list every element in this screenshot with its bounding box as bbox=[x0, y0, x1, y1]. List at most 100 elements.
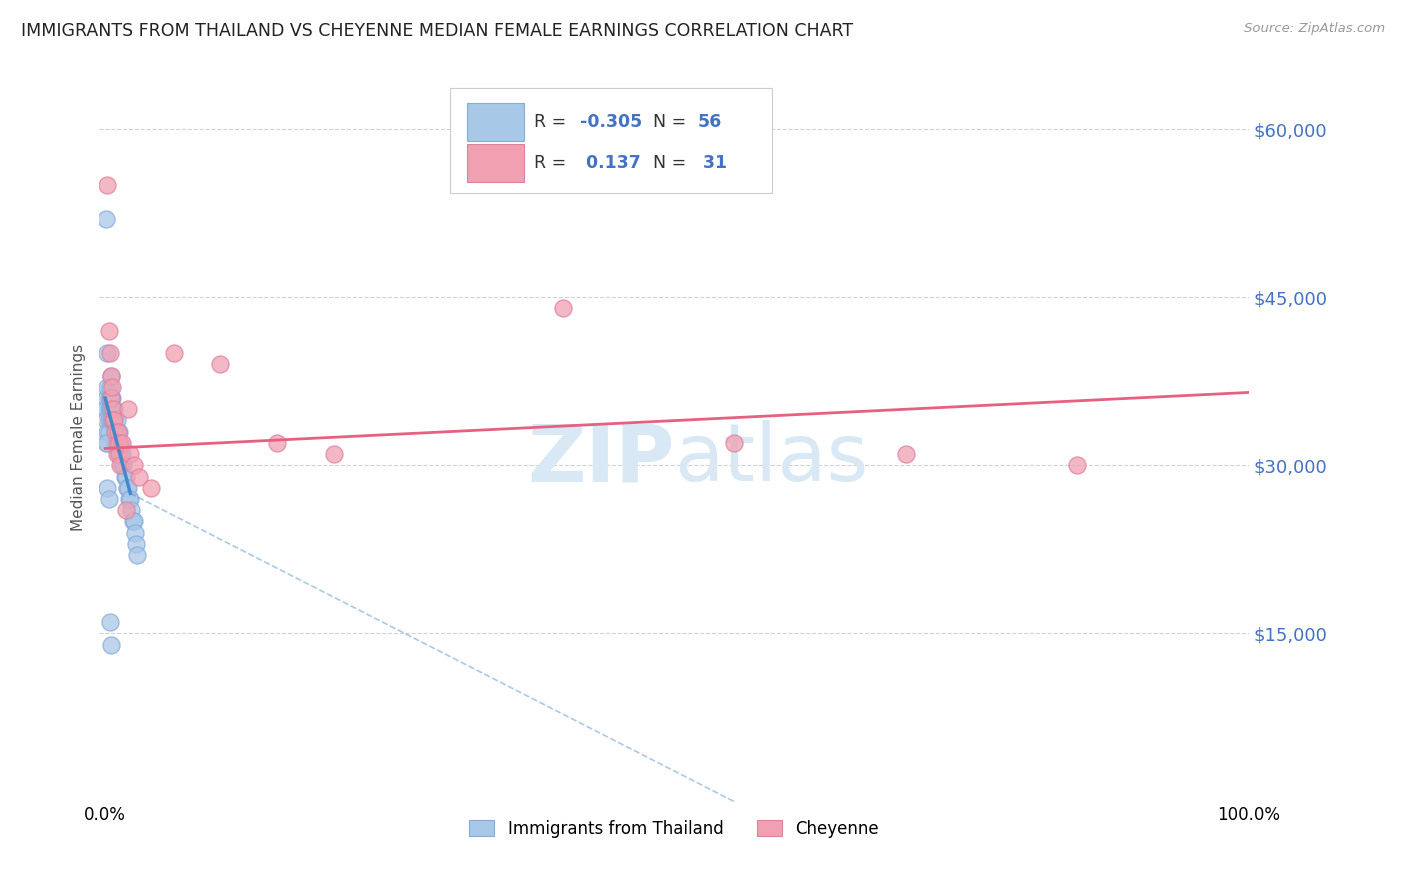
Point bbox=[96, 380, 118, 394]
Point bbox=[120, 503, 142, 517]
Legend: Immigrants from Thailand, Cheyenne: Immigrants from Thailand, Cheyenne bbox=[463, 813, 886, 844]
Point bbox=[97, 324, 120, 338]
Point bbox=[128, 469, 150, 483]
Point bbox=[98, 346, 121, 360]
Point bbox=[98, 391, 121, 405]
Point bbox=[100, 638, 122, 652]
Point bbox=[97, 391, 120, 405]
Point bbox=[111, 436, 134, 450]
Point bbox=[111, 447, 134, 461]
Point bbox=[96, 425, 118, 439]
Point bbox=[108, 436, 131, 450]
Point bbox=[101, 402, 124, 417]
Point bbox=[108, 436, 131, 450]
FancyBboxPatch shape bbox=[467, 144, 523, 182]
Point bbox=[104, 425, 127, 439]
Point bbox=[101, 413, 124, 427]
Point bbox=[1066, 458, 1088, 473]
Point bbox=[100, 368, 122, 383]
Point bbox=[117, 481, 139, 495]
Text: atlas: atlas bbox=[673, 420, 869, 498]
Point bbox=[122, 458, 145, 473]
Text: 56: 56 bbox=[697, 112, 721, 131]
FancyBboxPatch shape bbox=[467, 103, 523, 141]
Point bbox=[120, 447, 142, 461]
Point bbox=[96, 436, 118, 450]
Point bbox=[101, 380, 124, 394]
Y-axis label: Median Female Earnings: Median Female Earnings bbox=[72, 343, 86, 531]
Point bbox=[124, 525, 146, 540]
Point bbox=[96, 391, 118, 405]
Text: 31: 31 bbox=[697, 153, 727, 171]
Point bbox=[139, 481, 162, 495]
Text: 0.137: 0.137 bbox=[579, 153, 641, 171]
Point bbox=[105, 436, 128, 450]
Point bbox=[97, 402, 120, 417]
Point bbox=[97, 413, 120, 427]
Point bbox=[98, 380, 121, 394]
Point bbox=[117, 402, 139, 417]
Point bbox=[100, 368, 122, 383]
Point bbox=[101, 413, 124, 427]
Point bbox=[108, 458, 131, 473]
Point bbox=[97, 491, 120, 506]
Point bbox=[120, 491, 142, 506]
Point bbox=[111, 458, 134, 473]
Point bbox=[114, 469, 136, 483]
Point bbox=[118, 491, 141, 506]
Point bbox=[107, 436, 129, 450]
Point bbox=[103, 413, 125, 427]
Point bbox=[100, 391, 122, 405]
Point bbox=[100, 413, 122, 427]
Point bbox=[122, 514, 145, 528]
Point bbox=[98, 402, 121, 417]
FancyBboxPatch shape bbox=[450, 87, 772, 194]
Point bbox=[100, 402, 122, 417]
Point bbox=[112, 458, 135, 473]
Text: R =: R = bbox=[534, 153, 572, 171]
Text: N =: N = bbox=[654, 153, 692, 171]
Text: IMMIGRANTS FROM THAILAND VS CHEYENNE MEDIAN FEMALE EARNINGS CORRELATION CHART: IMMIGRANTS FROM THAILAND VS CHEYENNE MED… bbox=[21, 22, 853, 40]
Point bbox=[96, 436, 118, 450]
Point bbox=[127, 548, 149, 562]
Text: N =: N = bbox=[654, 112, 692, 131]
Point bbox=[100, 391, 122, 405]
Point bbox=[104, 425, 127, 439]
Text: Source: ZipAtlas.com: Source: ZipAtlas.com bbox=[1244, 22, 1385, 36]
Point bbox=[96, 178, 118, 192]
Point bbox=[266, 436, 288, 450]
Point bbox=[96, 211, 118, 226]
Point bbox=[97, 425, 120, 439]
Point bbox=[108, 436, 131, 450]
Point bbox=[96, 402, 118, 417]
Point bbox=[551, 301, 574, 316]
Point bbox=[115, 481, 138, 495]
Point bbox=[103, 413, 125, 427]
Point bbox=[107, 425, 129, 439]
Point bbox=[208, 358, 231, 372]
Point bbox=[108, 425, 131, 439]
Point bbox=[105, 447, 128, 461]
Point bbox=[110, 447, 132, 461]
Point bbox=[101, 402, 124, 417]
Point bbox=[104, 436, 127, 450]
Point bbox=[723, 436, 745, 450]
Point bbox=[105, 425, 128, 439]
Point bbox=[322, 447, 344, 461]
Point bbox=[114, 503, 136, 517]
Text: -0.305: -0.305 bbox=[579, 112, 643, 131]
Point bbox=[105, 413, 128, 427]
Point bbox=[101, 402, 124, 417]
Point bbox=[101, 413, 124, 427]
Point bbox=[101, 391, 124, 405]
Point bbox=[96, 413, 118, 427]
Point bbox=[125, 537, 148, 551]
Point bbox=[103, 402, 125, 417]
Point bbox=[114, 469, 136, 483]
Point bbox=[98, 615, 121, 630]
Point bbox=[121, 514, 143, 528]
Point bbox=[108, 447, 131, 461]
Text: ZIP: ZIP bbox=[527, 420, 673, 498]
Point bbox=[96, 346, 118, 360]
Point bbox=[107, 425, 129, 439]
